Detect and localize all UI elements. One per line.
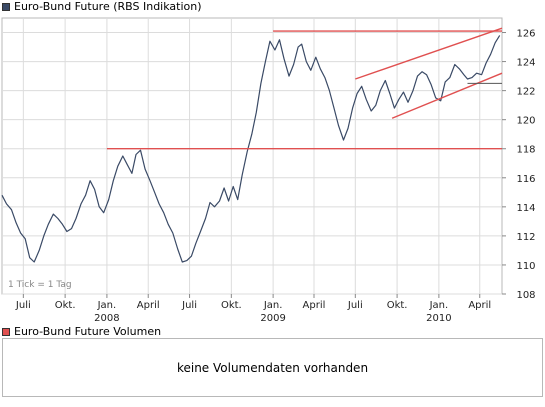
price-legend-swatch bbox=[2, 3, 10, 11]
y-tick-label: 114 bbox=[516, 203, 535, 214]
x-tick-label: Jan. bbox=[429, 300, 449, 311]
x-year-label: 2008 bbox=[94, 313, 119, 324]
volume-panel: keine Volumendaten vorhanden bbox=[2, 338, 543, 397]
volume-message: keine Volumendaten vorhanden bbox=[176, 361, 369, 375]
y-tick-label: 120 bbox=[516, 116, 535, 127]
volume-legend-swatch bbox=[2, 328, 10, 336]
x-year-label: 2010 bbox=[426, 313, 451, 324]
y-tick-label: 118 bbox=[516, 145, 535, 156]
price-legend: Euro-Bund Future (RBS Indikation) bbox=[2, 0, 202, 14]
price-legend-label: Euro-Bund Future (RBS Indikation) bbox=[14, 0, 202, 13]
x-tick-label: Okt. bbox=[55, 300, 76, 311]
volume-legend: Euro-Bund Future Volumen bbox=[2, 325, 161, 339]
price-series bbox=[1, 35, 501, 263]
plot-area bbox=[1, 17, 503, 295]
x-tick-label: Juli bbox=[347, 300, 363, 311]
x-tick-label: April bbox=[137, 300, 160, 311]
x-tick-label: Jan. bbox=[263, 300, 283, 311]
x-year-label: 2009 bbox=[260, 313, 285, 324]
y-tick-label: 108 bbox=[516, 290, 535, 301]
y-tick-label: 124 bbox=[516, 58, 535, 69]
x-tick-label: April bbox=[468, 300, 491, 311]
x-tick-label: Juli bbox=[181, 300, 197, 311]
y-tick-label: 122 bbox=[516, 87, 535, 98]
y-axis: 108 110 112 114 116 118 120 122 124 126 bbox=[502, 29, 536, 301]
x-tick-label: April bbox=[303, 300, 326, 311]
x-tick-label: Okt. bbox=[221, 300, 242, 311]
x-tick-label: Jan. bbox=[97, 300, 117, 311]
x-axis: Juli Okt. Jan. 2008 April Juli Okt. Jan. 2009 Apr… bbox=[15, 294, 491, 324]
y-tick-label: 126 bbox=[516, 29, 535, 40]
trend-line-channel-lower bbox=[391, 72, 503, 119]
y-tick-label: 112 bbox=[516, 232, 535, 243]
trend-line-channel-upper bbox=[355, 27, 503, 80]
tick-note: 1 Tick = 1 Tag bbox=[8, 280, 72, 290]
y-tick-label: 116 bbox=[516, 174, 535, 185]
trend-lines bbox=[106, 27, 503, 150]
y-tick-label: 110 bbox=[516, 261, 535, 272]
price-line bbox=[1, 35, 501, 263]
x-tick-label: Okt. bbox=[387, 300, 408, 311]
x-tick-label: Juli bbox=[15, 300, 31, 311]
volume-legend-label: Euro-Bund Future Volumen bbox=[14, 325, 162, 338]
